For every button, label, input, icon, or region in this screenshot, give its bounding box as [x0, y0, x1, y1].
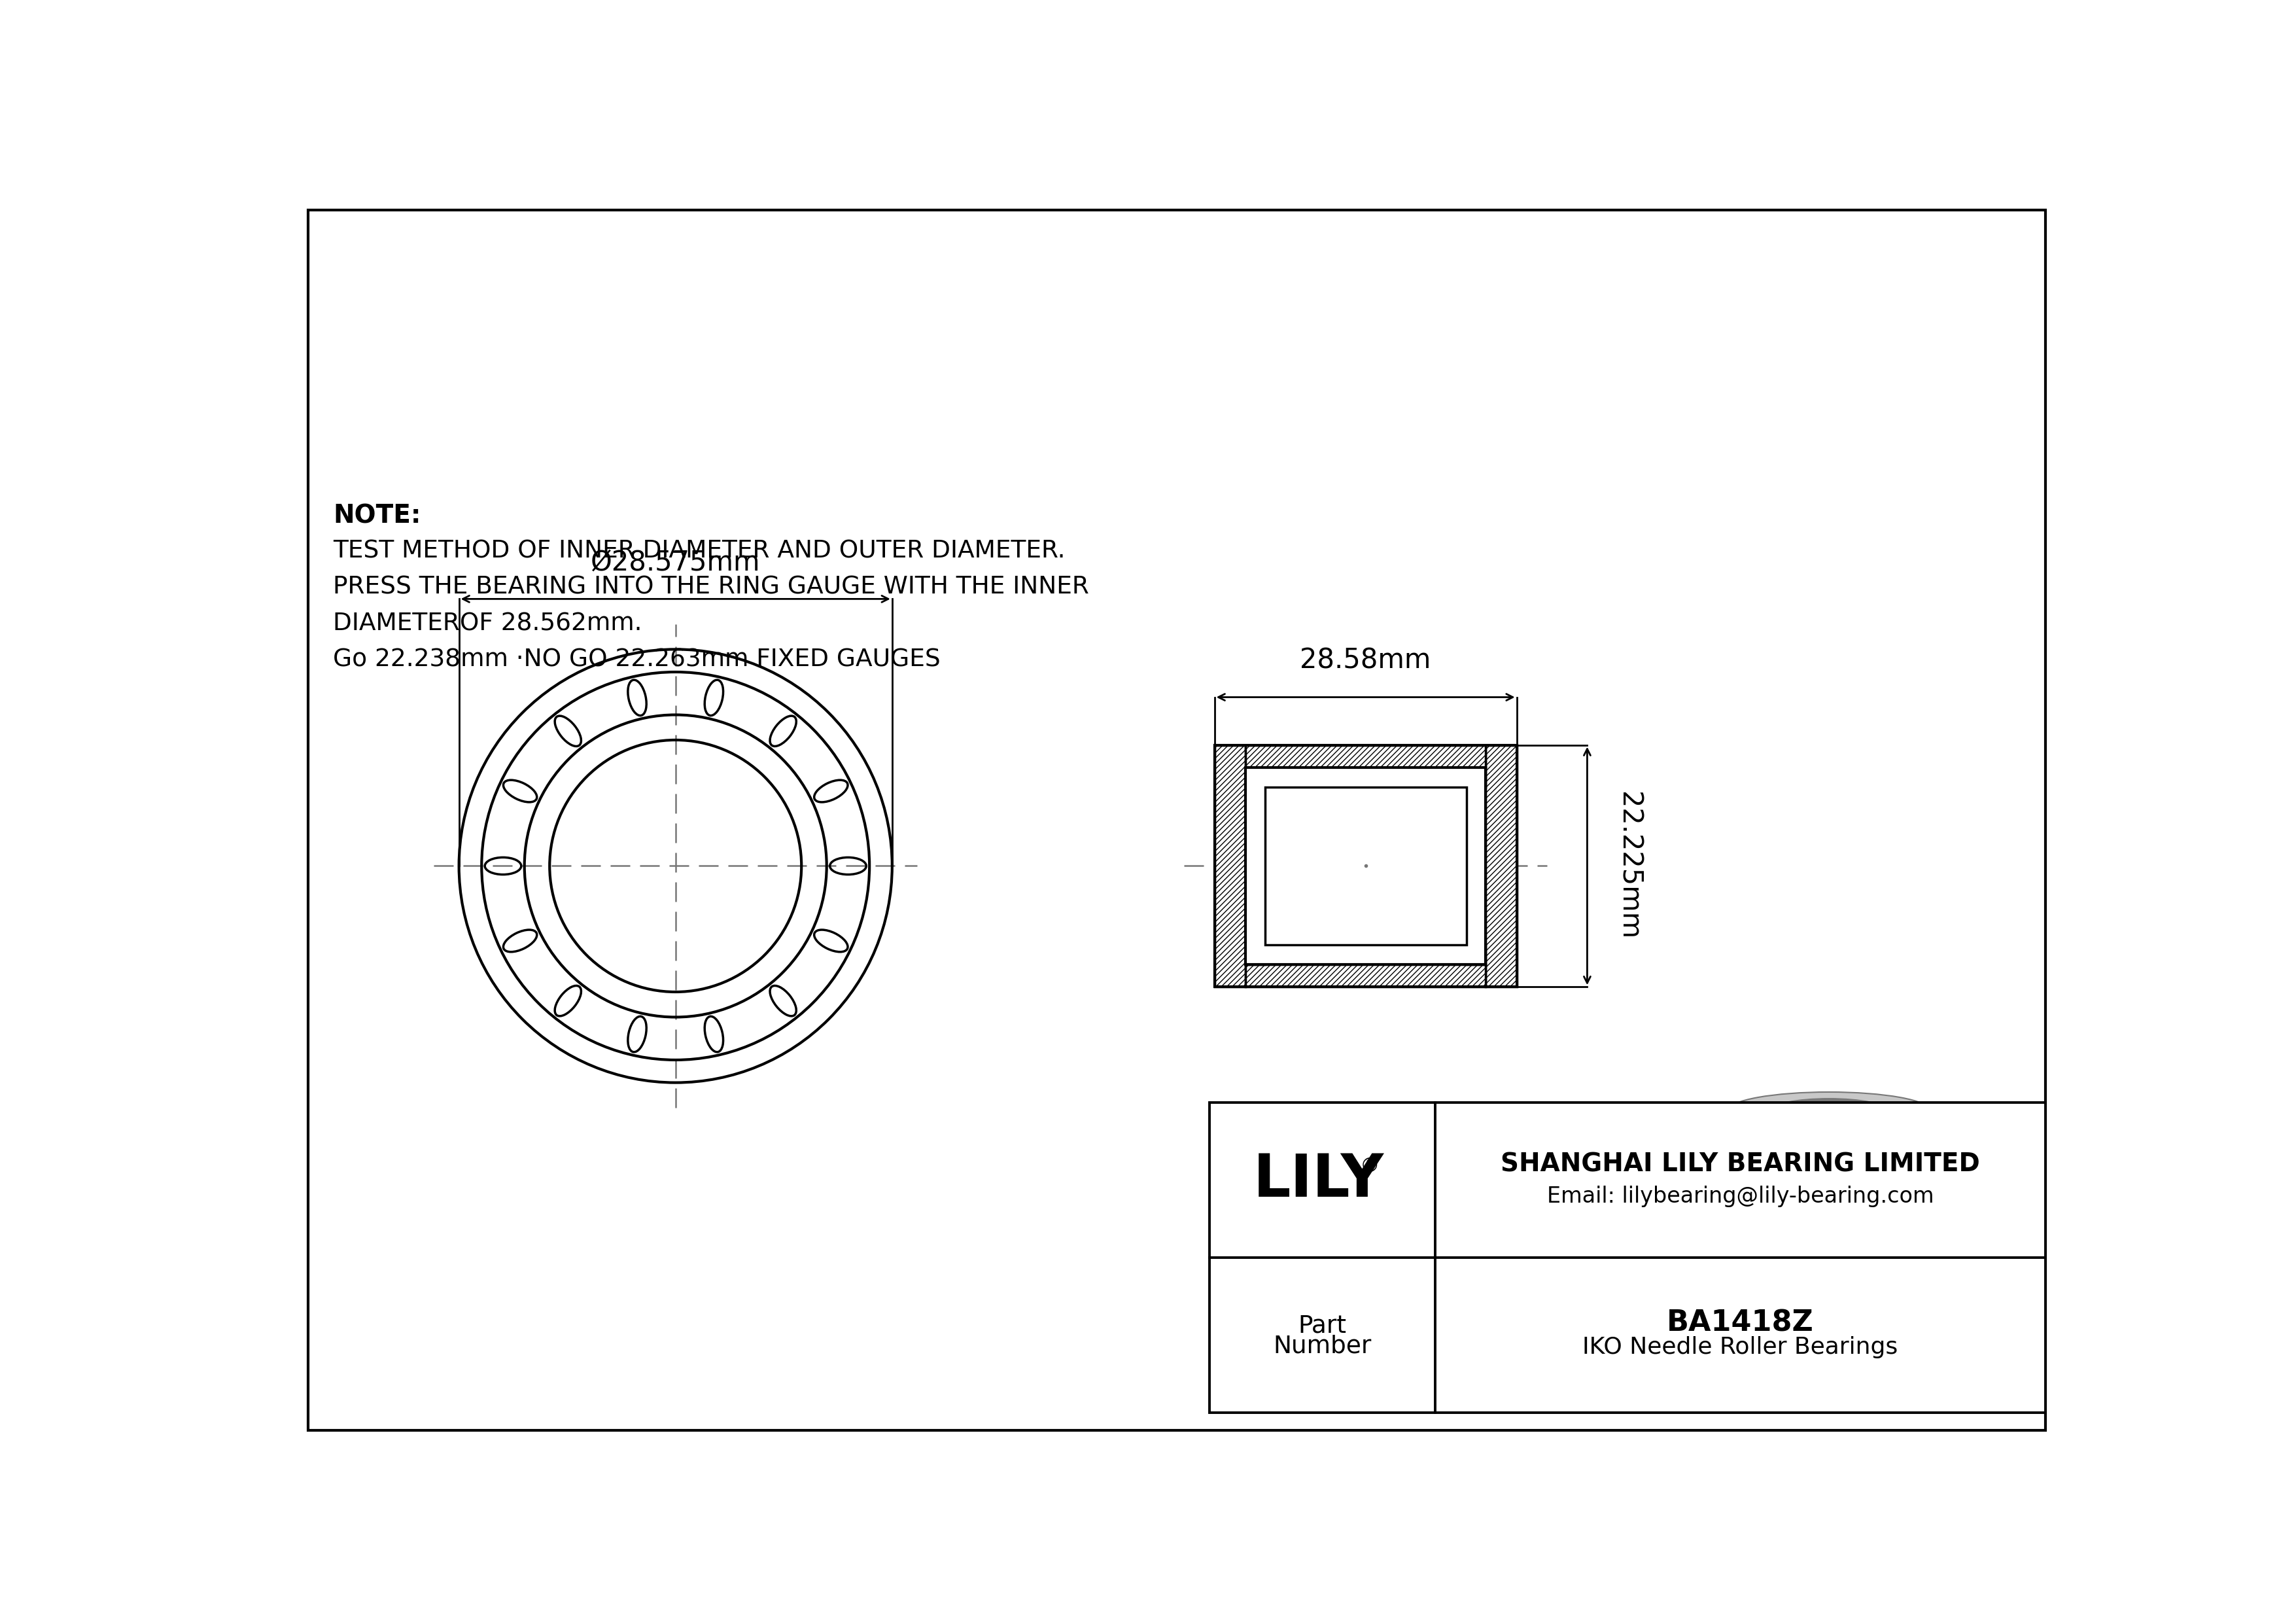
Bar — [1247, 768, 1486, 965]
Bar — [1486, 745, 1518, 987]
Bar — [1247, 965, 1486, 987]
Text: PRESS THE BEARING INTO THE RING GAUGE WITH THE INNER: PRESS THE BEARING INTO THE RING GAUGE WI… — [333, 577, 1088, 599]
Text: BA1418Z: BA1418Z — [1667, 1309, 1814, 1337]
Text: NOTE:: NOTE: — [333, 503, 420, 528]
Text: IKO Needle Roller Bearings: IKO Needle Roller Bearings — [1582, 1337, 1899, 1358]
Text: Email: lilybearing@lily-bearing.com: Email: lilybearing@lily-bearing.com — [1548, 1186, 1933, 1207]
Text: Go 22.238mm ·NO GO 22.263mm FIXED GAUGES: Go 22.238mm ·NO GO 22.263mm FIXED GAUGES — [333, 648, 941, 672]
Polygon shape — [1729, 1111, 1929, 1276]
Text: TEST METHOD OF INNER DIAMETER AND OUTER DIAMETER.: TEST METHOD OF INNER DIAMETER AND OUTER … — [333, 539, 1065, 564]
Ellipse shape — [1729, 1091, 1929, 1129]
Bar — [1247, 745, 1486, 768]
Text: LILY: LILY — [1254, 1151, 1384, 1208]
Text: SHANGHAI LILY BEARING LIMITED: SHANGHAI LILY BEARING LIMITED — [1502, 1151, 1979, 1176]
Text: 28.58mm: 28.58mm — [1300, 646, 1430, 674]
Bar — [1247, 945, 1265, 965]
Bar — [1265, 788, 1467, 945]
Text: ®: ® — [1359, 1156, 1380, 1176]
Bar — [1215, 745, 1247, 987]
Bar — [1247, 768, 1265, 788]
Text: 22.225mm: 22.225mm — [1614, 793, 1642, 940]
Text: DIAMETEROF 28.562mm.: DIAMETEROF 28.562mm. — [333, 612, 643, 635]
Ellipse shape — [1770, 1098, 1887, 1122]
Text: Part: Part — [1297, 1314, 1345, 1338]
Text: Number: Number — [1272, 1335, 1371, 1358]
Text: Ø28.575mm: Ø28.575mm — [590, 549, 760, 577]
Bar — [1210, 1103, 2046, 1413]
Bar — [1467, 945, 1486, 965]
Bar — [1467, 768, 1486, 788]
Bar — [1215, 745, 1518, 987]
Ellipse shape — [1729, 1262, 1929, 1291]
Ellipse shape — [1770, 1267, 1887, 1286]
